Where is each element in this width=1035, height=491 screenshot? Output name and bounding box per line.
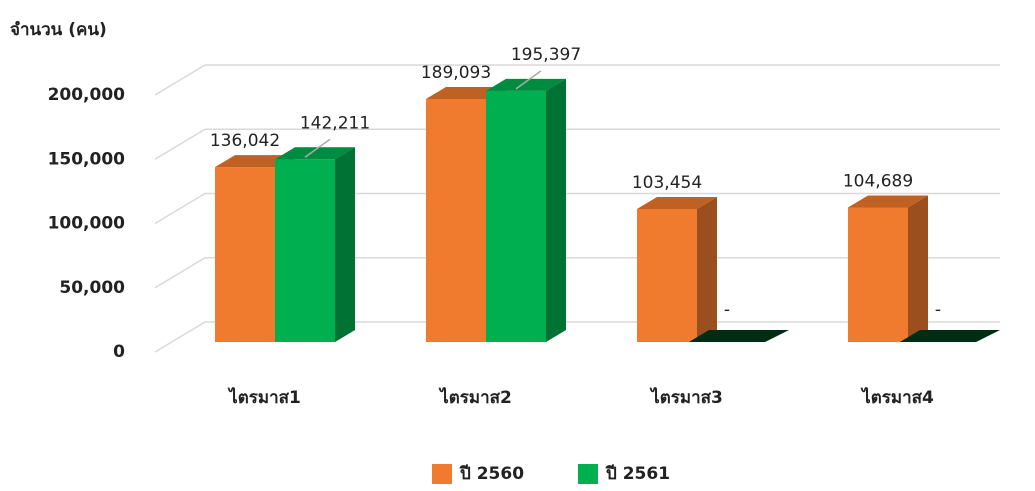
bar-top-shade [900,330,1000,342]
value-label: 189,093 [421,63,491,83]
x-tick-label: ไตรมาส4 [860,387,934,408]
bar-top-shade [637,197,717,210]
x-tick-label: ไตรมาส1 [227,387,301,408]
leader-line [515,70,542,90]
y-tick-label: 50,000 [59,278,125,298]
bar-top [848,195,928,208]
bar [689,330,789,342]
bar-side [697,197,717,342]
value-label: 142,211 [300,113,370,133]
grid-line [154,257,1000,289]
bar [275,147,355,342]
bar-top-shade [486,78,566,91]
bar-top [275,147,355,160]
bar [900,330,1000,342]
bar-front [486,90,546,342]
bar-top [637,197,717,210]
bar [637,197,717,342]
bar-side [908,195,928,342]
bar [486,78,566,342]
value-label: 103,454 [632,173,702,193]
grid-line [154,192,1000,225]
value-label: 104,689 [843,171,913,191]
y-axis-label: จำนวน (คน) [10,20,107,40]
bar-top-shade [689,330,789,342]
y-tick-label: 150,000 [48,149,126,169]
legend-swatch [432,464,452,484]
y-tick-label: 0 [113,342,125,362]
bar-front [215,167,275,342]
grid-line [154,64,1000,96]
legend-label: ปี 2560 [459,463,524,484]
grid-line [154,128,1000,160]
bar-side-shade [546,78,566,342]
legend-swatch [578,464,598,484]
bar-top-shade [848,195,928,208]
x-tick-label: ไตรมาส3 [649,387,723,408]
legend-label: ปี 2561 [605,463,670,484]
x-tick-label: ไตรมาส2 [438,387,512,408]
value-label: 136,042 [210,131,280,151]
bar-front [275,159,335,342]
bar-front [426,99,486,342]
bar-side-shade [335,147,355,342]
y-tick-label: 200,000 [48,85,126,105]
bar-side [335,147,355,342]
grid-line [154,321,1000,353]
bar-top-shade [275,147,355,160]
leader-line [304,138,331,158]
value-label: - [935,300,941,320]
y-tick-label: 100,000 [48,214,126,234]
value-label: 195,397 [511,45,581,65]
bar-top [486,78,566,91]
bar [848,195,928,342]
bar-side [546,78,566,342]
bar-front [848,207,908,342]
value-label: - [724,300,730,320]
bar-side-shade [697,197,717,342]
bar-front [637,209,697,342]
bar-side-shade [908,195,928,342]
